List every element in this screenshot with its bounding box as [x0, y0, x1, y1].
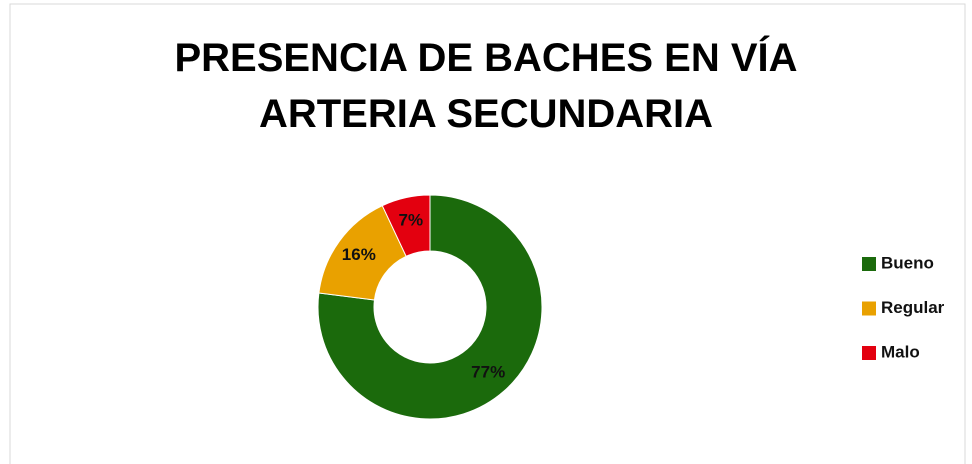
- title-box: PRESENCIA DE BACHES EN VÍA ARTERIA SECUN…: [0, 30, 972, 142]
- data-label: 77%: [471, 362, 505, 381]
- data-label: 16%: [342, 245, 376, 264]
- chart-frame: [9, 3, 966, 464]
- legend-swatch: [862, 257, 876, 271]
- legend-label: Malo: [881, 342, 920, 361]
- legend-swatch: [862, 301, 876, 316]
- legend-label: Bueno: [881, 253, 934, 272]
- chart-title: PRESENCIA DE BACHES EN VÍA ARTERIA SECUN…: [174, 36, 798, 136]
- donut-slice: [317, 194, 543, 420]
- data-label: 7%: [399, 211, 424, 230]
- donut-slice: [381, 194, 431, 257]
- legend-swatch: [862, 346, 876, 360]
- legend-label: Regular: [881, 298, 945, 317]
